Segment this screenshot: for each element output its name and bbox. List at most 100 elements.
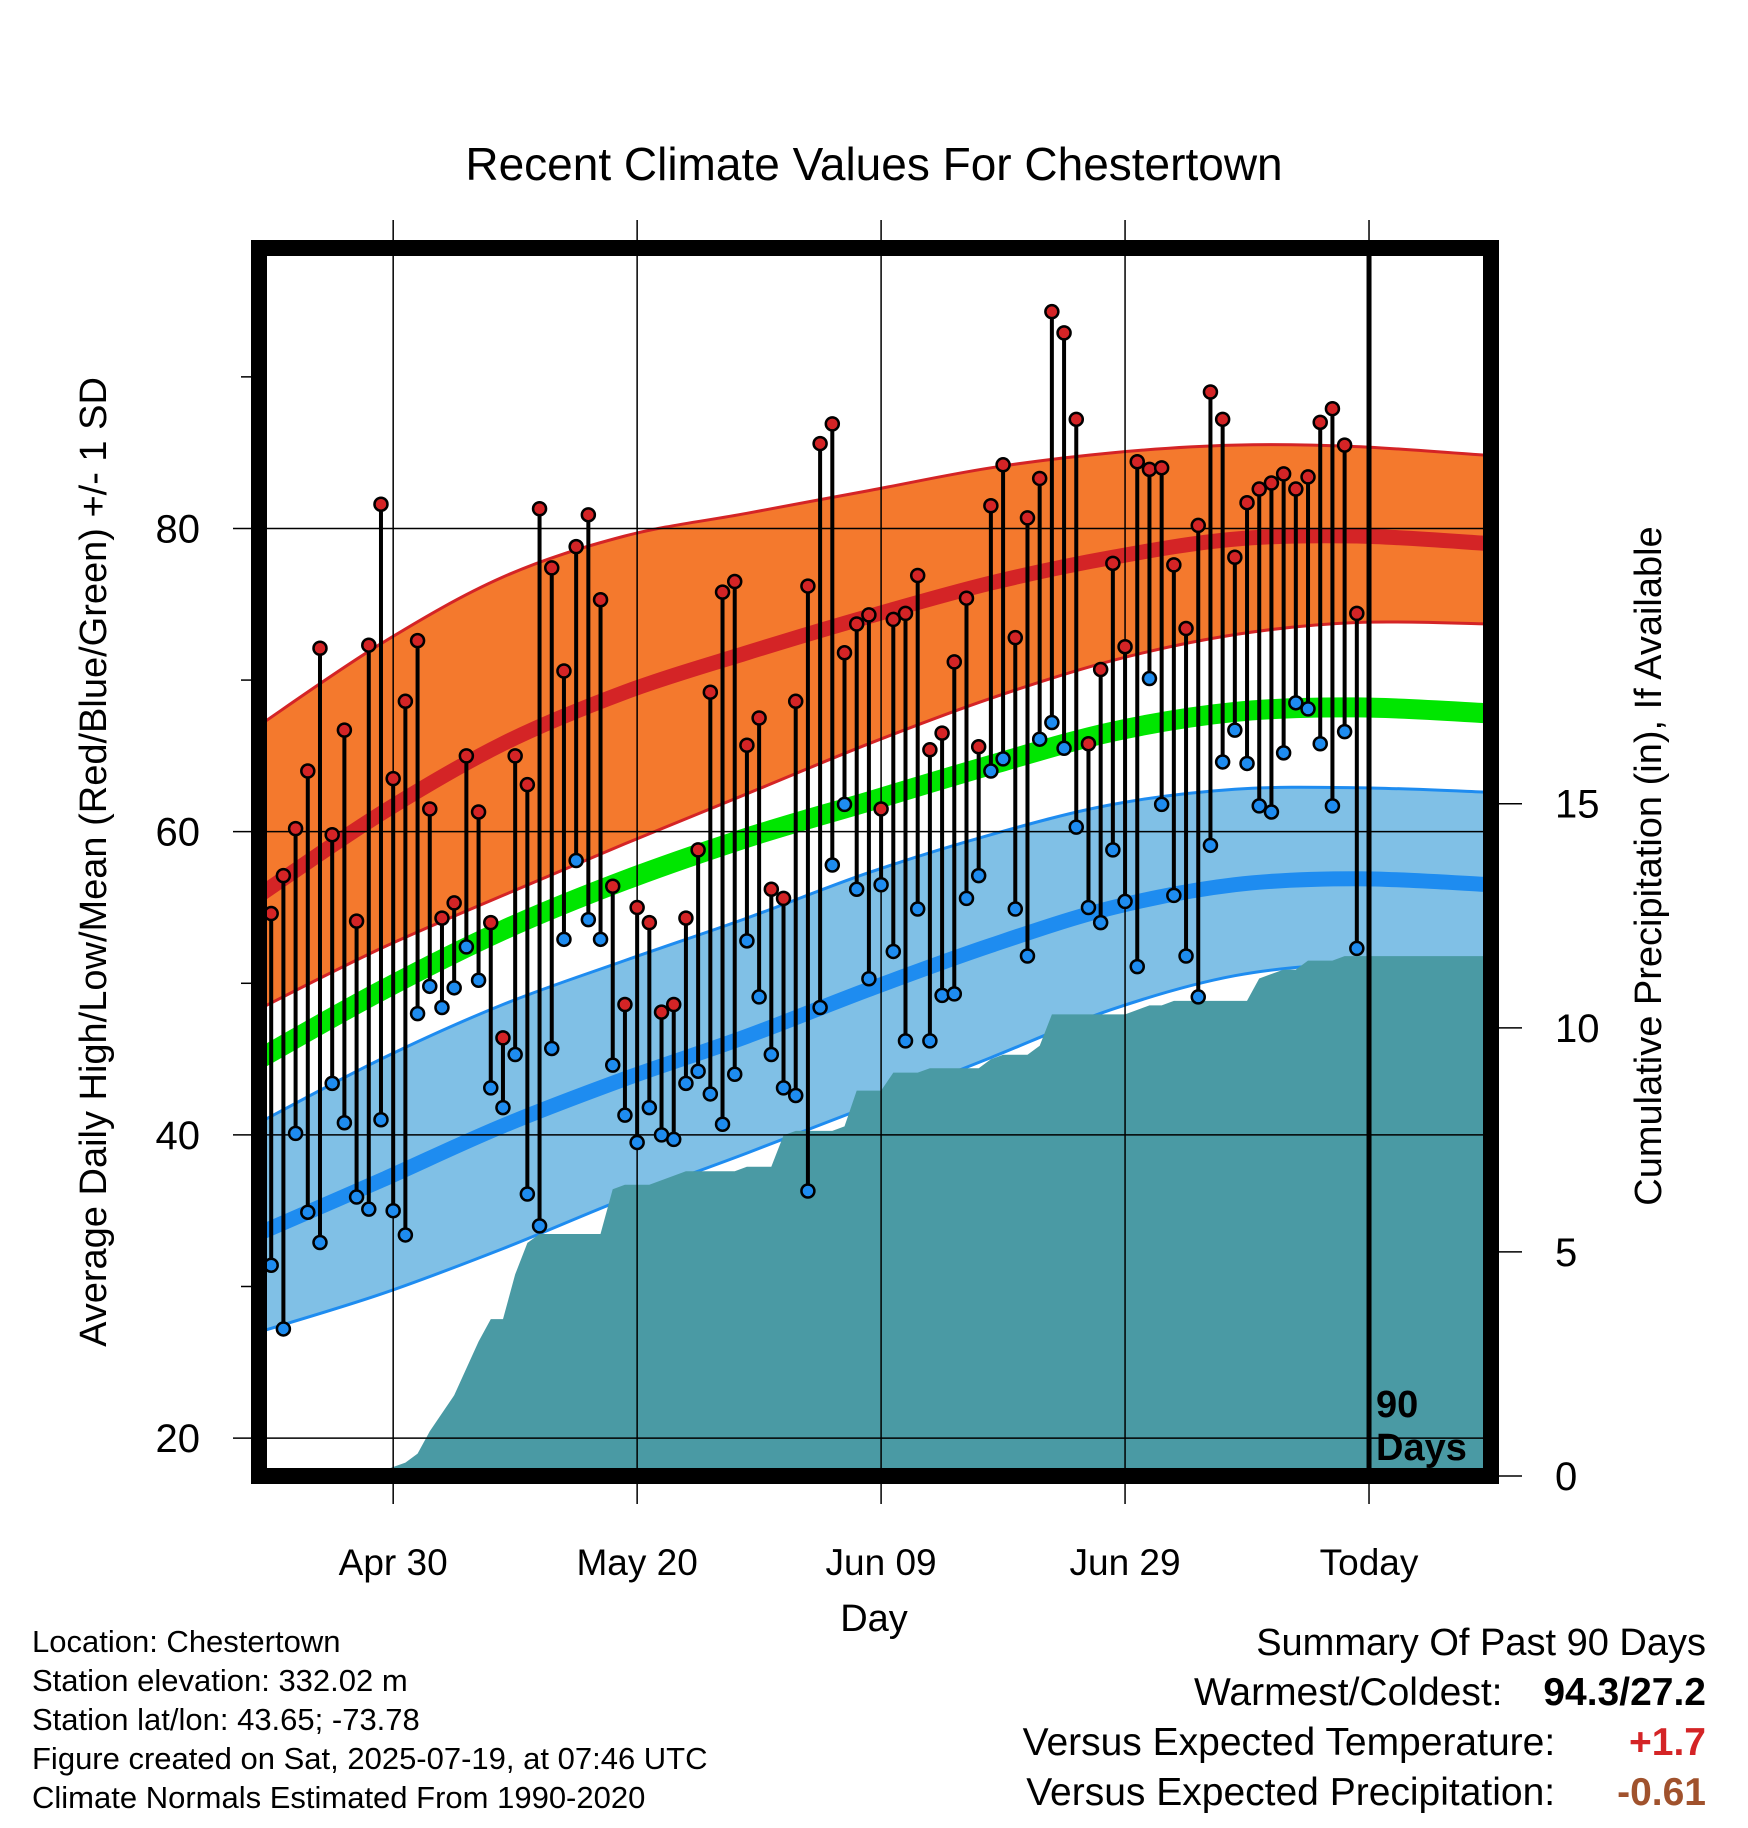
daily-high-point: [617, 996, 633, 1013]
daily-high-point: [1141, 461, 1158, 478]
daily-high-point: [1239, 494, 1255, 511]
daily-high-point: [641, 914, 658, 931]
daily-high-point: [714, 584, 731, 600]
daily-high-point: [861, 607, 877, 623]
daily-low-point: [1080, 899, 1097, 916]
daily-low-point: [422, 978, 438, 995]
daily-high-point: [422, 801, 438, 817]
daily-high-point: [483, 914, 499, 931]
daily-high-point: [1178, 620, 1194, 637]
daily-high-point: [287, 820, 304, 837]
daily-low-point: [409, 1005, 426, 1022]
chart-title: Recent Climate Values For Chestertown: [465, 138, 1282, 190]
daily-high-point: [1300, 469, 1316, 485]
daily-high-point: [336, 722, 353, 738]
daily-low-point: [556, 931, 572, 948]
daily-low-point: [519, 1186, 536, 1202]
daily-low-point: [800, 1183, 816, 1199]
daily-high-point: [495, 1030, 511, 1046]
daily-high-point: [519, 776, 536, 793]
daily-high-point: [1080, 735, 1097, 752]
daily-high-point: [458, 748, 475, 764]
daily-high-point: [434, 910, 450, 926]
daily-low-point: [1056, 740, 1072, 757]
daily-low-point: [1312, 735, 1328, 752]
daily-low-point: [592, 931, 609, 948]
daily-high-point: [409, 632, 426, 649]
daily-high-point: [922, 742, 938, 758]
daily-low-point: [385, 1202, 401, 1219]
x-axis-label: Day: [840, 1598, 908, 1640]
daily-high-point: [1092, 661, 1109, 678]
daily-high-point: [361, 637, 377, 653]
daily-high-point: [1214, 411, 1231, 428]
created-line: Figure created on Sat, 2025-07-19, at 07…: [32, 1741, 708, 1776]
daily-high-point: [800, 578, 816, 594]
daily-high-point: [836, 645, 853, 661]
daily-low-point: [1275, 745, 1292, 761]
y2-tick-label: 0: [1555, 1455, 1577, 1499]
daily-low-point: [1019, 948, 1036, 964]
warmest-coldest-row: Warmest/Coldest: 94.3/27.2: [806, 1668, 1706, 1718]
daily-low-point: [824, 857, 841, 873]
warmest-coldest-label: Warmest/Coldest:: [1194, 1671, 1503, 1714]
today-days-label: Days: [1376, 1427, 1467, 1469]
daily-low-point: [1349, 940, 1365, 957]
daily-low-point: [702, 1086, 719, 1102]
daily-high-point: [897, 605, 914, 622]
daily-high-point: [1275, 466, 1292, 482]
y2-axis-label: Cumulative Precipitation (in), If Availa…: [1628, 526, 1670, 1205]
daily-high-point: [446, 895, 462, 911]
high-sd-upper-edge: [259, 443, 1491, 727]
daily-low-point: [775, 1080, 792, 1096]
daily-high-point: [653, 1004, 670, 1020]
station-info: Location: Chestertown Station elevation:…: [32, 1622, 812, 1817]
daily-high-point: [1044, 303, 1060, 320]
daily-low-point: [531, 1218, 548, 1234]
daily-high-point: [1263, 475, 1280, 491]
daily-low-point: [1178, 948, 1194, 964]
daily-low-point: [946, 986, 963, 1002]
daily-high-point: [739, 737, 755, 754]
low-sd-band: [259, 787, 1491, 1332]
daily-low-point: [434, 999, 450, 1016]
plot-frame: [251, 240, 1499, 1484]
daily-low-point: [1092, 914, 1109, 931]
x-tick-label: Today: [1320, 1542, 1419, 1583]
normals-line: Climate Normals Estimated From 1990-2020: [32, 1780, 646, 1815]
daily-low-point: [909, 901, 926, 917]
daily-high-point: [1056, 325, 1072, 341]
warmest-value: 94.3: [1543, 1671, 1620, 1714]
y-tick-label: 20: [156, 1417, 201, 1461]
daily-low-point: [812, 999, 828, 1016]
daily-high-point: [1349, 605, 1365, 622]
daily-low-point: [312, 1234, 328, 1251]
daily-low-point: [726, 1066, 743, 1082]
daily-high-point: [544, 560, 560, 576]
daily-low-point: [690, 1063, 706, 1079]
daily-low-point: [848, 881, 865, 898]
daily-high-point: [1019, 510, 1036, 526]
axes-layer: Apr 30 May 20 Jun 09 Jun 29 Today 20 40 60 80 0 5 1…: [156, 220, 1600, 1583]
daily-high-point: [604, 878, 621, 895]
daily-low-point: [714, 1116, 731, 1133]
y-tick-label: 40: [156, 1114, 201, 1158]
elevation-line: Station elevation: 332.02 m: [32, 1663, 408, 1698]
daily-low-point: [1251, 798, 1267, 814]
daily-low-point: [1239, 755, 1255, 772]
summary-panel: Summary Of Past 90 Days Warmest/Coldest:…: [806, 1618, 1706, 1818]
daily-high-point: [1190, 517, 1206, 534]
daily-high-point: [1117, 638, 1133, 655]
precip-anomaly-label: Versus Expected Precipitation:: [1026, 1771, 1556, 1814]
summary-title: Summary Of Past 90 Days: [1256, 1622, 1706, 1664]
temp-anomaly-label: Versus Expected Temperature:: [1022, 1721, 1556, 1764]
daily-low-point: [1044, 714, 1060, 731]
daily-low-point: [1300, 701, 1316, 717]
daily-low-point: [629, 1134, 645, 1151]
coldest-value: 27.2: [1630, 1671, 1706, 1714]
today-days-count: 90: [1376, 1384, 1418, 1426]
daily-low-point: [604, 1057, 621, 1073]
warmest-coldest-value: 94.3/27.2: [1543, 1671, 1706, 1714]
daily-high-point: [1068, 411, 1085, 428]
